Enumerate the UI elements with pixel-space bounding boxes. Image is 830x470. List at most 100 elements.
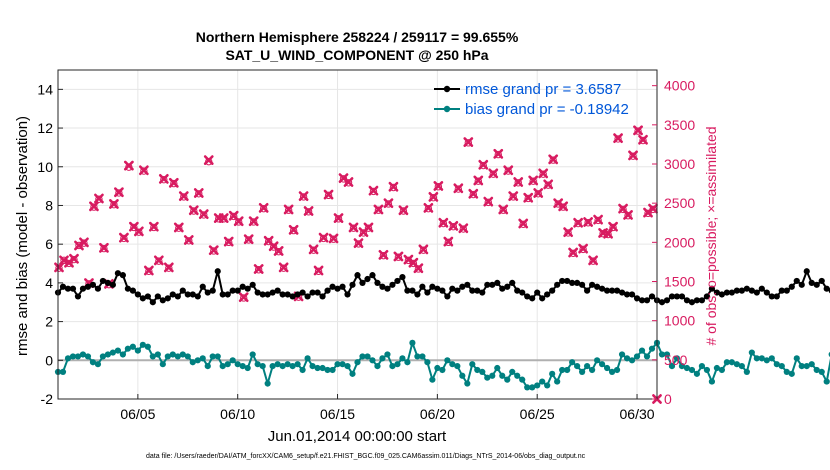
obs-possible-point [479,161,487,170]
bias-point [219,363,226,370]
rmse-point [104,279,112,286]
bias-point [394,361,401,368]
rmse-point [199,283,206,290]
bias-point [274,361,281,368]
x-tick-label: 06/15 [320,406,355,422]
obs-assimilated-point [109,199,119,209]
rmse-point [738,287,745,294]
bias-point [279,363,286,370]
obs-possible-point [459,225,468,233]
rmse-point [189,291,196,298]
rmse-point [598,285,606,292]
obs-possible-point [469,190,478,199]
obs-assimilated-point [89,201,99,212]
rmse-point [269,289,276,296]
obs-possible-point [110,201,118,209]
obs-possible-point [324,191,333,200]
rmse-point [703,293,711,300]
obs-assimilated-point [543,179,554,190]
obs-assimilated-point [348,222,359,233]
bias-point [119,351,126,358]
legend-rmse-marker [443,85,451,93]
bias-point [494,364,501,372]
bias-point [469,361,476,368]
bias-point [648,345,656,352]
rmse-point [334,285,341,292]
obs-assimilated-point [99,242,109,253]
rmse-point [304,293,311,300]
obs-possible-point [559,203,567,211]
y-left-tick-label: 14 [37,81,53,97]
obs-possible-point [95,195,103,203]
x-tick-label: 06/25 [520,406,555,422]
rmse-point [404,287,411,294]
bias-point [154,351,161,358]
obs-possible-point [244,236,253,244]
obs-assimilated-point [248,216,259,227]
obs-assimilated-point [463,137,474,147]
obs-possible-point [594,216,602,225]
bias-point [484,374,491,381]
rmse-point [808,279,815,286]
x-tick-label: 06/05 [120,406,155,422]
bias-point [534,382,541,389]
obs-possible-point [155,257,163,265]
rmse-point [139,295,146,302]
bias-point [464,380,471,387]
bias-point [439,366,446,374]
y-right-tick-label: 4000 [664,78,695,94]
obs-assimilated-point [468,188,479,199]
rmse-point [254,289,261,296]
obs-possible-point [100,244,108,253]
y-left-tick-label: 2 [45,314,53,330]
bias-point [688,366,696,374]
obs-possible-point [509,193,517,201]
obs-assimilated-point [243,234,254,245]
bias-point [778,363,785,370]
rmse-point [733,287,740,294]
obs-assimilated-point [368,185,379,196]
bias-point [683,364,691,372]
obs-assimilated-point [198,209,209,220]
obs-possible-point [634,127,642,135]
rmse-point [354,272,361,279]
rmse-point [773,293,780,300]
bias-point [144,343,151,350]
obs-possible-point [534,190,542,198]
rmse-point [339,283,346,290]
obs-assimilated-point [568,247,579,258]
bias-point [539,378,546,385]
rmse-point [818,277,825,285]
obs-possible-point [639,136,647,145]
obs-possible-point [434,183,443,191]
obs-possible-point [269,243,278,251]
obs-assimilated-point [69,253,79,264]
bias-point [559,366,566,374]
bias-point [174,353,181,360]
obs-possible-point [289,226,298,235]
bias-point [499,372,506,379]
obs-possible-point [140,167,148,175]
bias-point [74,353,82,360]
bias-point [149,353,156,360]
obs-assimilated-point [483,196,494,207]
bias-point [738,363,745,370]
x-axis-label: Jun.01,2014 00:00:00 start [268,428,447,445]
obs-assimilated-point [388,181,399,192]
obs-assimilated-point [59,255,69,266]
obs-assimilated-point [278,262,289,273]
bias-point [344,363,351,370]
obs-possible-point [55,264,63,272]
obs-assimilated-point [323,189,334,200]
obs-assimilated-point [318,232,329,243]
obs-assimilated-point [118,232,129,243]
obs-assimilated-point [113,187,124,198]
rmse-point [324,287,331,294]
rmse-point [449,285,456,292]
rmse-point [668,293,676,300]
rmse-point [638,297,646,304]
rmse-point [129,287,136,294]
bias-point [79,351,87,358]
bias-point [159,361,166,368]
rmse-point [319,293,326,300]
